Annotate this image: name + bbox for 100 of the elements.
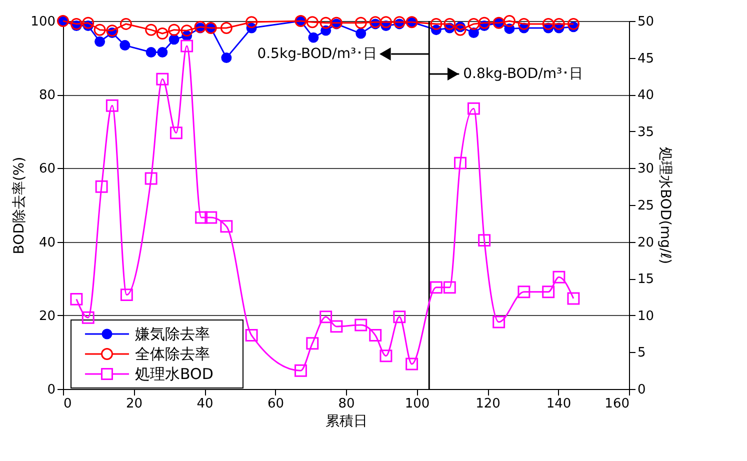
y-tick-label: 80: [38, 88, 56, 104]
x-tick-label: 60: [267, 396, 284, 412]
point: [82, 16, 94, 29]
point: [406, 358, 418, 370]
point: [146, 47, 156, 58]
y2-tick-label: 35: [638, 124, 654, 140]
point: [82, 311, 94, 324]
point: [156, 28, 168, 40]
y-tick-label: 100: [30, 14, 56, 30]
y2-tick-label: 0: [638, 382, 646, 398]
legend-label: 全体除去率: [135, 345, 210, 363]
point: [180, 40, 194, 52]
y-axis-title: BOD除去率(%): [12, 156, 28, 254]
point: [180, 24, 193, 37]
point: [220, 22, 232, 34]
point: [552, 18, 565, 30]
point: [106, 99, 118, 112]
point: [94, 36, 106, 47]
y2-tick-label: 10: [638, 308, 654, 324]
point: [467, 102, 480, 115]
point: [443, 281, 456, 294]
x-tick-label: 120: [476, 396, 500, 412]
point: [120, 40, 130, 51]
x-tick-label: 100: [404, 396, 430, 412]
point: [94, 24, 106, 36]
x-tick-label: 140: [546, 396, 572, 412]
point: [156, 72, 169, 86]
point: [294, 364, 307, 377]
point: [145, 24, 158, 36]
point: [503, 15, 516, 27]
point: [306, 16, 318, 28]
y-tick-label: 0: [47, 382, 56, 398]
annotation: 0.8kg-BOD/m³･日: [463, 66, 584, 82]
point: [552, 270, 566, 284]
point: [454, 24, 466, 36]
x-tick-label: 0: [64, 396, 72, 412]
point: [354, 318, 368, 332]
y2-tick-label: 40: [638, 88, 654, 104]
point: [518, 18, 530, 30]
point: [170, 126, 182, 140]
point: [144, 172, 158, 185]
point: [204, 211, 218, 224]
point: [430, 281, 442, 294]
x-tick-label: 80: [338, 396, 355, 412]
point: [168, 24, 180, 36]
point: [444, 18, 456, 30]
point: [567, 292, 580, 305]
point: [354, 16, 367, 29]
legend-label: 処理水BOD: [135, 365, 214, 383]
point: [393, 16, 406, 28]
y2-tick-label: 15: [638, 272, 654, 288]
point: [308, 32, 319, 43]
point: [567, 18, 580, 30]
point: [168, 34, 180, 45]
point: [245, 329, 258, 342]
point: [393, 310, 406, 324]
point: [380, 350, 392, 362]
point: [492, 316, 506, 328]
y-tick-label: 20: [38, 308, 56, 324]
y2-axis-title: 処理水BOD(mg/ℓ): [657, 146, 674, 264]
x-tick-label: 40: [196, 396, 214, 412]
y2-tick-label: 30: [638, 162, 654, 177]
point: [356, 28, 366, 39]
point: [369, 329, 382, 342]
point: [220, 220, 233, 233]
point: [306, 337, 319, 350]
point: [106, 24, 118, 37]
y2-tick-label: 50: [638, 14, 654, 30]
annotation: 0.5kg-BOD/m³･日: [257, 46, 378, 62]
legend-label: 嫌気除去率: [135, 325, 210, 343]
y2-tick-label: 45: [638, 51, 654, 66]
point: [380, 16, 392, 28]
y-tick-label: 40: [38, 235, 56, 250]
y2-tick-label: 5: [638, 346, 646, 361]
point: [478, 234, 491, 247]
point: [221, 52, 232, 64]
point: [120, 288, 133, 302]
y-tick-label: 60: [38, 162, 56, 177]
point: [70, 18, 82, 30]
point: [320, 16, 332, 29]
point: [95, 180, 108, 193]
point: [542, 18, 554, 30]
point: [120, 18, 132, 30]
point: [369, 16, 382, 28]
point: [70, 292, 83, 306]
x-axis-title: 累積日: [326, 414, 368, 430]
point: [330, 320, 343, 333]
point: [246, 16, 258, 28]
x-tick-label: 160: [604, 396, 630, 412]
x-tick-label: 20: [126, 396, 143, 412]
point: [454, 156, 466, 170]
y2-tick-label: 20: [638, 235, 654, 250]
point: [542, 286, 555, 298]
point: [468, 18, 480, 30]
point: [518, 286, 530, 298]
y2-tick-label: 25: [638, 198, 654, 214]
point: [320, 310, 332, 324]
point: [157, 47, 168, 58]
point: [430, 18, 442, 30]
point: [478, 16, 490, 29]
